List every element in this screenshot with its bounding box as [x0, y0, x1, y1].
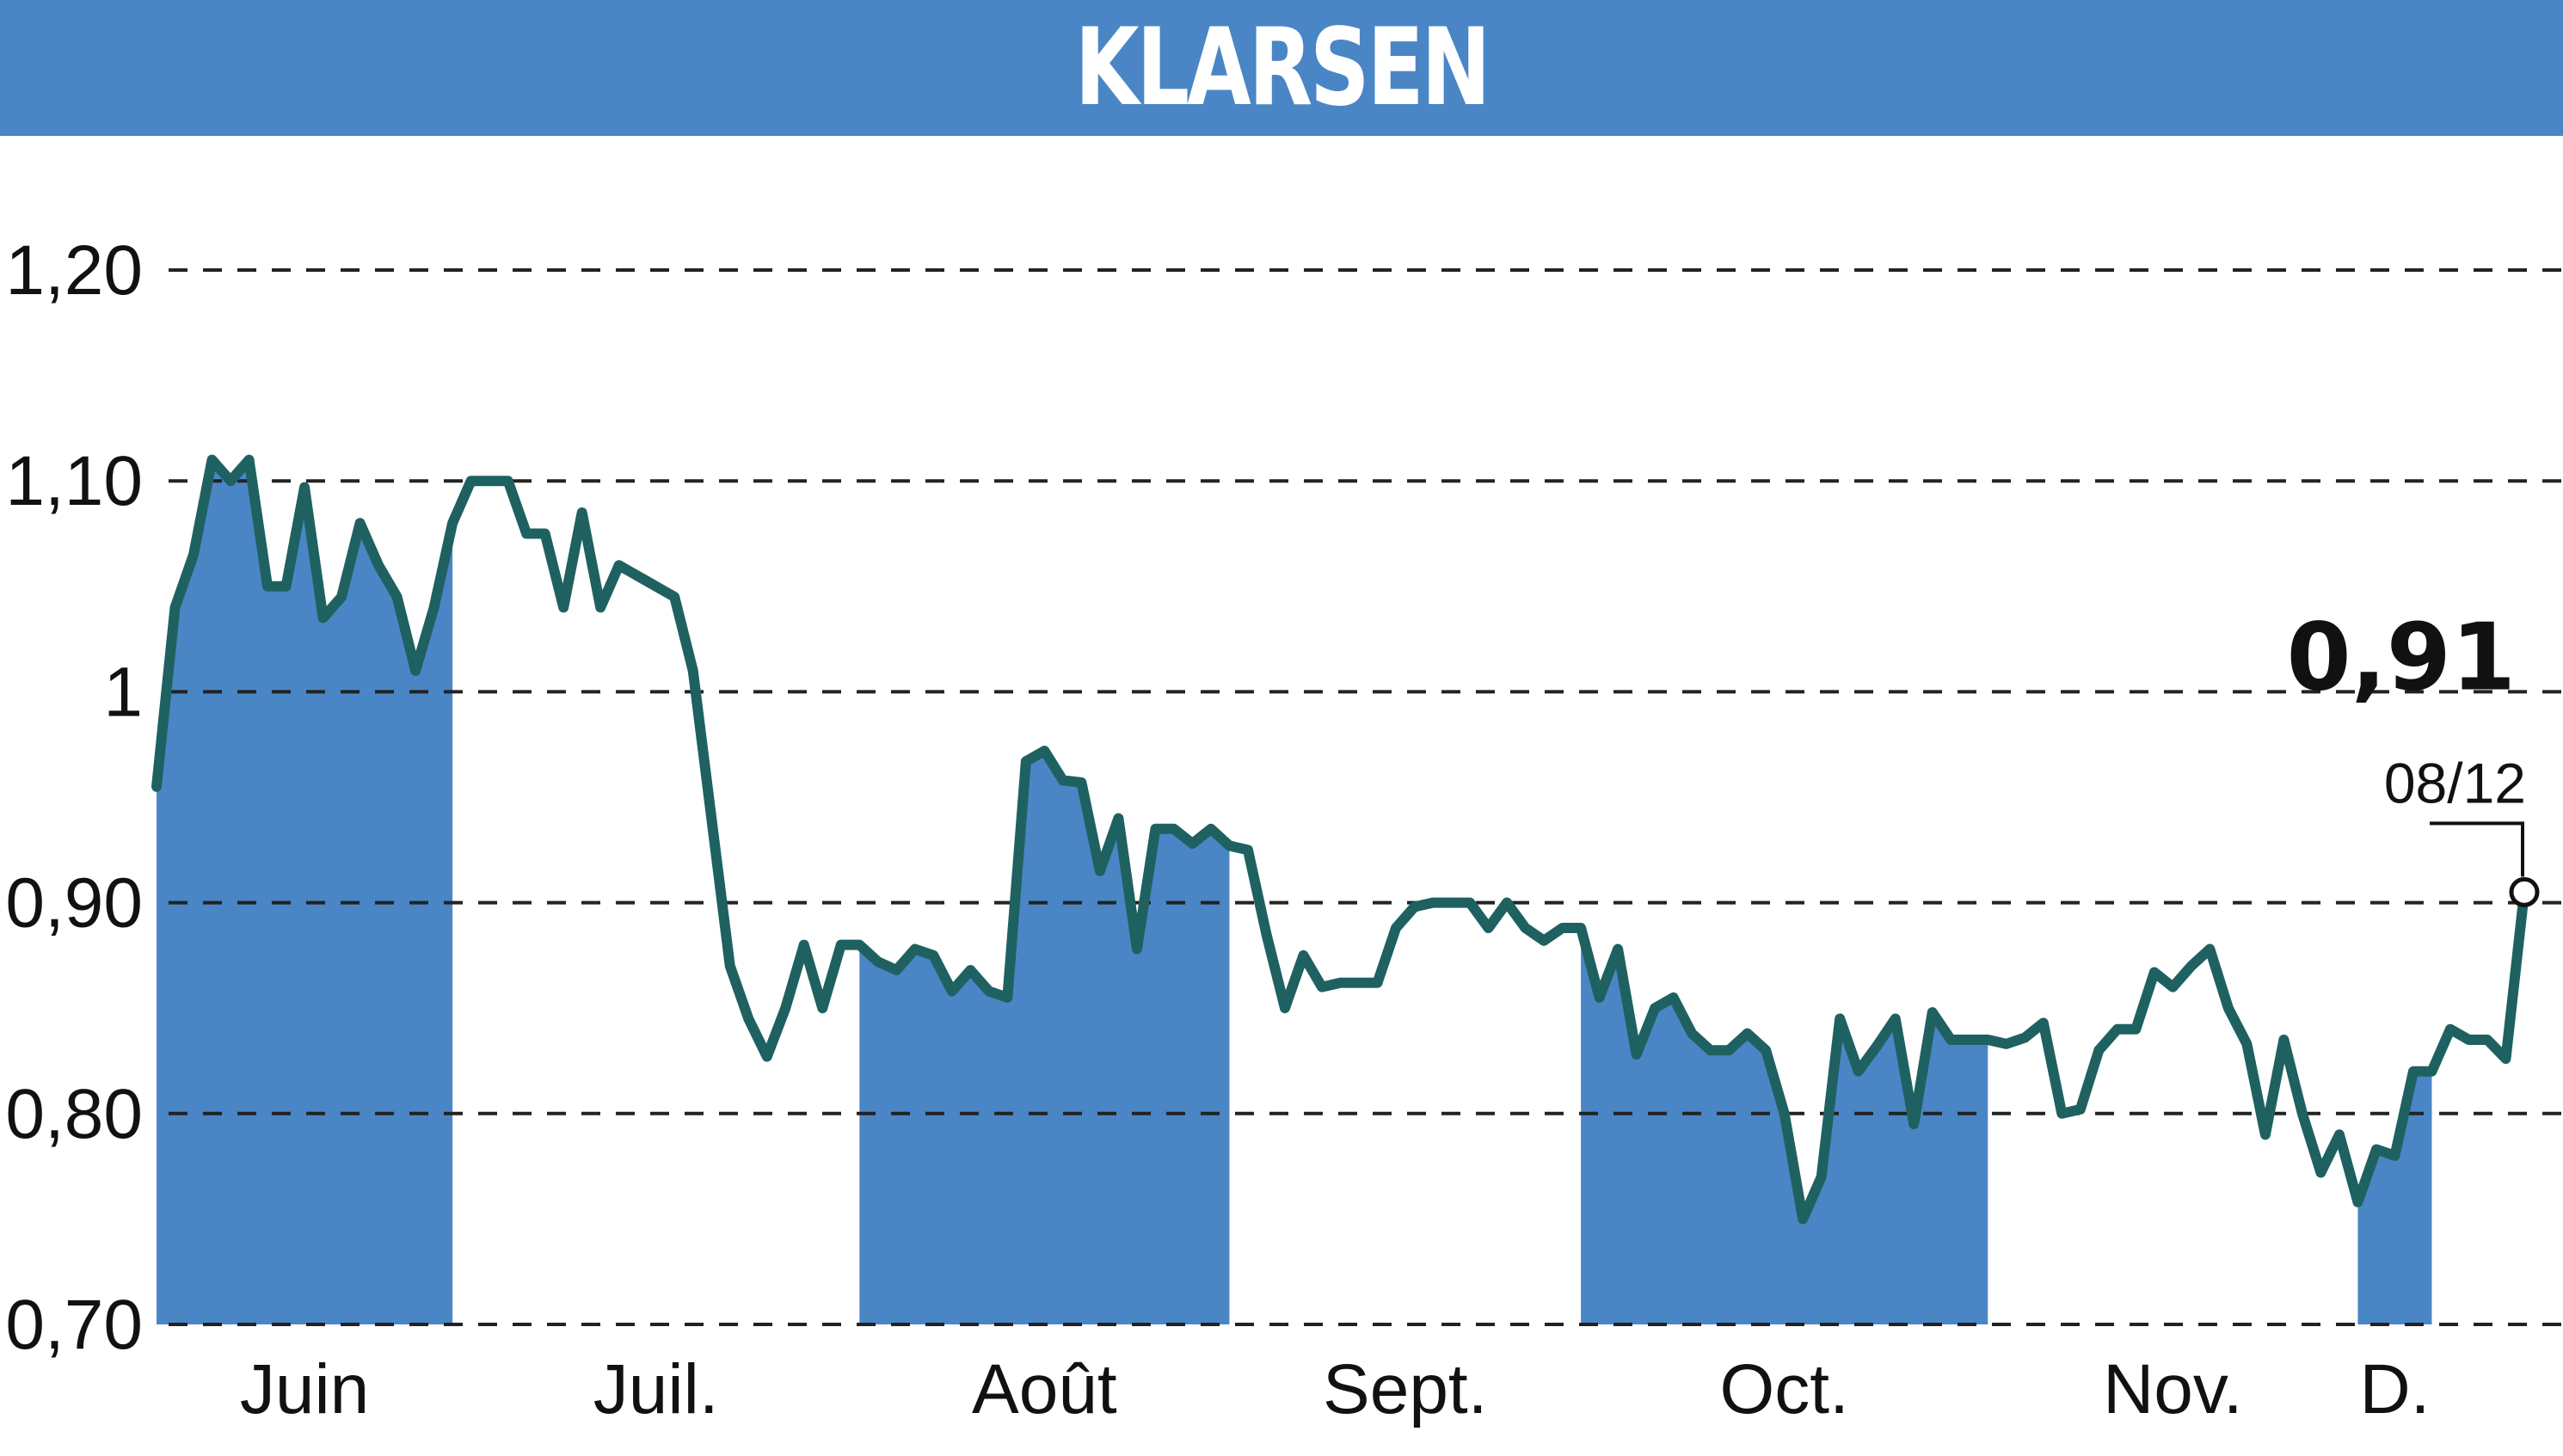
- x-tick-label: Oct.: [1720, 1350, 1849, 1428]
- x-tick-label: Sept.: [1323, 1350, 1487, 1428]
- x-tick-label: Juin: [240, 1350, 369, 1428]
- last-value-leader: [2430, 821, 2524, 877]
- x-tick-label: Nov.: [2103, 1350, 2243, 1428]
- y-tick-label: 1,10: [5, 442, 143, 520]
- y-tick-label: 0,70: [5, 1286, 143, 1364]
- last-value-date: 08/12: [2384, 751, 2526, 814]
- x-tick-label: D.: [2359, 1350, 2430, 1428]
- last-value-label: 0,91: [2287, 604, 2516, 711]
- month-area-1: [157, 459, 453, 1324]
- y-tick-label: 0,90: [5, 864, 143, 943]
- grid-lines: [169, 268, 2563, 1326]
- title-banner: [0, 0, 2563, 136]
- x-tick-label: Août: [972, 1350, 1117, 1428]
- x-tick-label: Juil.: [593, 1350, 719, 1428]
- y-tick-label: 1,20: [5, 231, 143, 310]
- chart-title: KLARSEN: [1074, 6, 1491, 130]
- month-area-7: [2357, 1071, 2432, 1324]
- y-axis-ticks: 1,20 1,10 1 0,90 0,80 0,70: [5, 231, 143, 1364]
- month-shading: [157, 459, 2432, 1324]
- x-axis-ticks: Juin Juil. Août Sept. Oct. Nov. D.: [240, 1350, 2431, 1428]
- y-tick-label: 0,80: [5, 1075, 143, 1153]
- month-area-3: [859, 751, 1230, 1324]
- last-value-marker: [2509, 876, 2540, 907]
- y-tick-label: 1: [103, 653, 143, 731]
- price-line: [151, 454, 2529, 1225]
